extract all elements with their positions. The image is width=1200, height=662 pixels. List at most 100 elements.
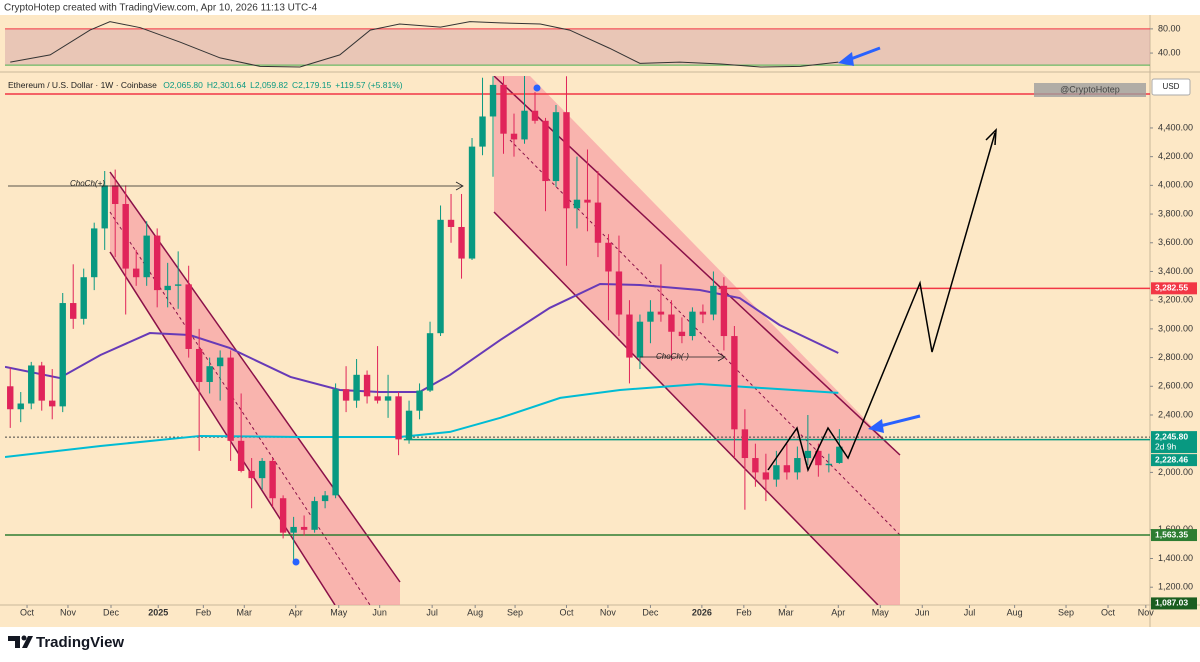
candle-body: [783, 465, 791, 473]
candle-body: [143, 235, 150, 278]
x-tick-label: Sep: [507, 607, 523, 617]
pointer-arrow: [847, 46, 881, 62]
candle-body: [668, 314, 675, 332]
candle-body: [49, 400, 56, 407]
candle-body: [321, 495, 329, 502]
candle-body: [28, 365, 35, 404]
candle-body: [332, 389, 339, 496]
candle-body: [573, 199, 581, 209]
candle-body: [741, 429, 749, 459]
candle-body: [836, 446, 843, 463]
x-tick-label: 2026: [692, 607, 712, 617]
oscillator-line: [10, 21, 839, 68]
x-tick-label: Jul: [964, 607, 976, 617]
price-label: 3,282.55: [1155, 283, 1188, 293]
candle-body: [731, 336, 738, 430]
candle-body: [594, 202, 602, 243]
ohlc-value: +119.57 (+5.81%): [335, 80, 403, 90]
oscillator-layer: [5, 21, 1150, 68]
ohlc-value: H2,301.64: [207, 80, 246, 90]
symbol-legend: Ethereum / U.S. Dollar · 1W · Coinbase O…: [8, 80, 403, 90]
candle-body: [720, 285, 728, 337]
candle-body: [248, 470, 255, 479]
candle-body: [657, 311, 665, 315]
candle-body: [458, 226, 465, 259]
annotation: ChoCh(-): [656, 352, 689, 361]
pivot-dot: [533, 84, 541, 92]
countdown: 2d 9h: [1155, 441, 1177, 451]
x-tick-label: Feb: [736, 607, 752, 617]
attribution: CryptoHotep created with TradingView.com…: [4, 3, 318, 14]
candle-body: [206, 366, 213, 382]
band-fill: [5, 28, 1150, 66]
currency-box: [1151, 78, 1191, 96]
candle-body: [636, 321, 644, 358]
candle-body: [825, 463, 833, 466]
price-label-box: [1151, 454, 1197, 467]
candle-body: [111, 185, 119, 205]
x-tick-label: Oct: [20, 607, 35, 617]
pivot-dot: [292, 558, 300, 566]
candle-body: [531, 110, 539, 121]
price-label: 2,245.80: [1155, 431, 1188, 441]
candle-body: [17, 403, 24, 410]
annotations: ChoCh(+) ChoCh(-): [8, 46, 997, 566]
x-tick-label: Nov: [1138, 607, 1155, 617]
x-tick-label: Nov: [600, 607, 617, 617]
candle-body: [216, 357, 224, 367]
price-label: 1,563.35: [1155, 529, 1188, 539]
price-label-box: [1151, 529, 1197, 542]
x-tick-label: Jun: [915, 607, 930, 617]
candle-body: [195, 348, 203, 382]
x-tick-label: May: [330, 607, 348, 617]
y-tick-label: 2,800.00: [1158, 352, 1193, 362]
candle-body: [468, 146, 476, 259]
price-label-box: [1151, 431, 1197, 454]
candle-body: [500, 84, 507, 134]
arrow-head: [455, 181, 464, 191]
ohlc-value: C2,179.15: [292, 80, 331, 90]
candle-body: [70, 303, 77, 319]
candle-body: [405, 410, 413, 440]
y-tick-label: 80.00: [1158, 23, 1181, 33]
x-tick-label: Sep: [1058, 607, 1074, 617]
candle-body: [615, 271, 623, 315]
candle-body: [80, 277, 87, 319]
candle-body: [395, 396, 402, 440]
y-tick-label: 40.00: [1158, 47, 1181, 57]
candle-body: [794, 458, 801, 473]
watermark-box: [1034, 83, 1146, 97]
annotation: ChoCh(+): [70, 179, 105, 188]
candle-body: [416, 390, 423, 411]
y-tick-label: 3,000.00: [1158, 323, 1193, 333]
y-tick-label: 4,200.00: [1158, 151, 1193, 161]
x-tick-label: Oct: [559, 607, 574, 617]
y-tick-label: 4,000.00: [1158, 180, 1193, 190]
brand: TradingView: [36, 634, 124, 651]
candle-body: [38, 365, 45, 401]
candle-body: [153, 235, 161, 291]
price-label: 1,087.03: [1155, 598, 1188, 608]
y-tick-label: 3,800.00: [1158, 208, 1193, 218]
x-tick-label: Dec: [642, 607, 659, 617]
candle-body: [353, 374, 360, 401]
x-tick-label: Jun: [372, 607, 387, 617]
channel-mid: [109, 211, 371, 605]
logo-mark: [8, 636, 20, 648]
watermark: @CryptoHotep: [1060, 84, 1120, 94]
price-label-box: [1151, 282, 1197, 295]
projection-path: [767, 132, 996, 473]
x-tick-label: Feb: [196, 607, 212, 617]
y-tick-label: 3,600.00: [1158, 237, 1193, 247]
price-label-box: [1151, 597, 1197, 610]
logo-mark: [21, 635, 27, 641]
candle-body: [510, 133, 518, 140]
pointer-arrow: [879, 414, 921, 428]
x-tick-label: Apr: [831, 607, 845, 617]
symbol: Ethereum / U.S. Dollar · 1W · Coinbase: [8, 80, 157, 90]
candle-body: [647, 311, 654, 322]
ohlc-value: L2,059.82: [250, 80, 288, 90]
candle-body: [7, 386, 14, 410]
x-tick-label: Mar: [778, 607, 794, 617]
pointer-arrow-head: [838, 52, 854, 66]
